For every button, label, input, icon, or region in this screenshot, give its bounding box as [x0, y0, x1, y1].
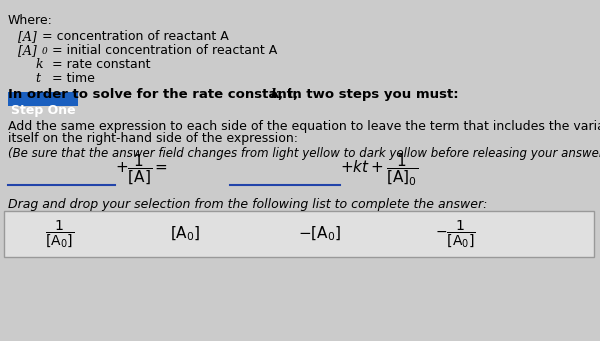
Text: = rate constant: = rate constant — [52, 58, 151, 71]
Text: = initial concentration of reactant A: = initial concentration of reactant A — [52, 44, 277, 57]
Text: In order to solve for the rate constant,: In order to solve for the rate constant, — [8, 88, 303, 101]
Text: $-\dfrac{1}{[\mathrm{A_0}]}$: $-\dfrac{1}{[\mathrm{A_0}]}$ — [434, 219, 475, 250]
Text: $+kt+\dfrac{1}{[\mathrm{A}]_0}$: $+kt+\dfrac{1}{[\mathrm{A}]_0}$ — [340, 152, 418, 188]
Text: [A]: [A] — [18, 44, 37, 57]
Text: Step One: Step One — [11, 104, 76, 117]
Text: $[\mathrm{A_0}]$: $[\mathrm{A_0}]$ — [170, 225, 200, 243]
Text: 0: 0 — [42, 47, 48, 56]
Text: Where:: Where: — [8, 14, 53, 27]
Text: , in two steps you must:: , in two steps you must: — [278, 88, 458, 101]
Text: = time: = time — [52, 72, 95, 85]
Text: $\dfrac{1}{[\mathrm{A_0}]}$: $\dfrac{1}{[\mathrm{A_0}]}$ — [46, 219, 74, 250]
Text: itself on the right-hand side of the expression:: itself on the right-hand side of the exp… — [8, 132, 298, 145]
Text: $-[\mathrm{A_0}]$: $-[\mathrm{A_0}]$ — [298, 225, 341, 243]
Text: t: t — [35, 72, 40, 85]
Text: k: k — [271, 88, 280, 101]
Text: Add the same expression to each side of the equation to leave the term that incl: Add the same expression to each side of … — [8, 120, 600, 133]
Text: (Be sure that the answer field changes from light yellow to dark yellow before r: (Be sure that the answer field changes f… — [8, 147, 600, 160]
Text: $+\dfrac{1}{[\mathrm{A}]}=$: $+\dfrac{1}{[\mathrm{A}]}=$ — [115, 153, 168, 187]
FancyBboxPatch shape — [8, 92, 78, 106]
Text: [A]: [A] — [18, 30, 37, 43]
FancyBboxPatch shape — [4, 211, 594, 257]
Text: k: k — [35, 58, 43, 71]
Text: Drag and drop your selection from the following list to complete the answer:: Drag and drop your selection from the fo… — [8, 198, 487, 211]
Text: = concentration of reactant A: = concentration of reactant A — [42, 30, 229, 43]
